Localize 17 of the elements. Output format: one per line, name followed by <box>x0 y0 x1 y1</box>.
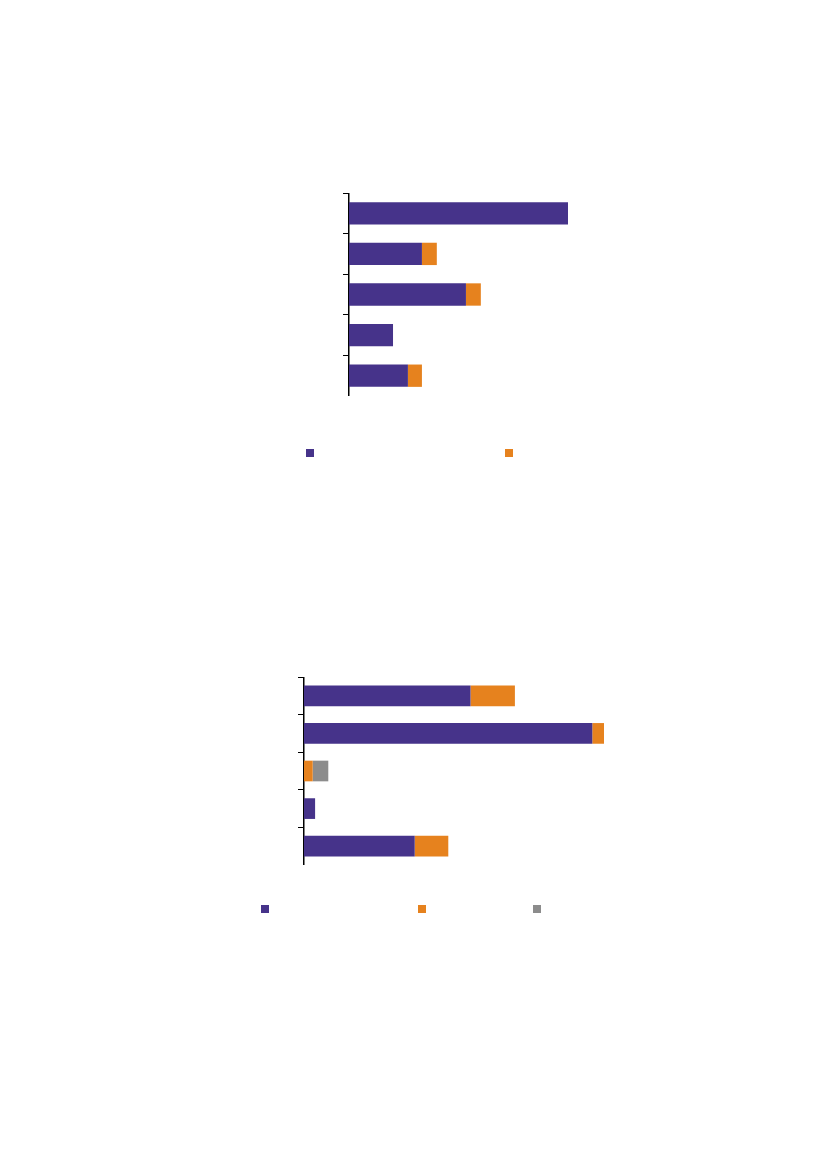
bar <box>414 835 449 857</box>
bar <box>304 798 316 819</box>
bar <box>304 685 471 707</box>
bar <box>349 323 394 347</box>
bar <box>349 283 466 306</box>
bar <box>470 685 515 707</box>
bar <box>592 723 604 744</box>
bar <box>312 760 329 782</box>
bar <box>421 242 437 266</box>
bar <box>304 723 593 744</box>
bar <box>304 760 313 782</box>
bar <box>304 835 415 857</box>
bar <box>349 242 422 266</box>
bar <box>465 283 481 306</box>
bar <box>407 364 422 387</box>
bar <box>349 364 408 387</box>
bar <box>349 202 568 225</box>
